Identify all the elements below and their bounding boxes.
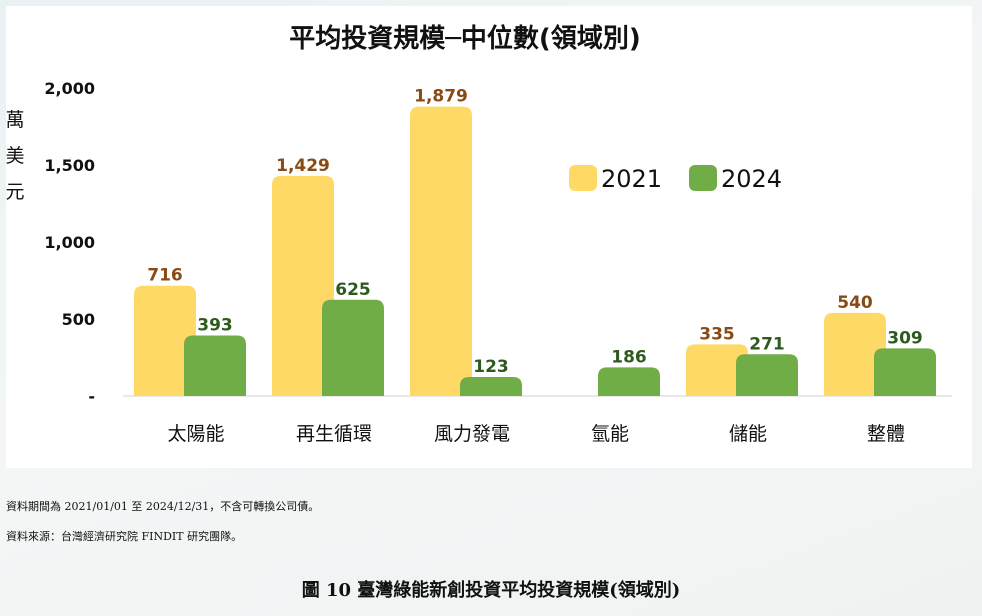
bar-2024 (874, 348, 936, 396)
y-axis-unit-char: 美 (6, 145, 25, 167)
y-axis-unit-char: 萬 (6, 109, 25, 131)
x-tick-label: 再生循環 (296, 423, 372, 445)
data-label-2024: 186 (611, 347, 647, 367)
data-label-2024: 123 (473, 357, 509, 377)
data-label-2021: 1,429 (276, 156, 330, 176)
data-label-2021: 716 (147, 266, 183, 286)
data-period-note: 資料期間為 2021/01/01 至 2024/12/31，不含可轉換公司債。 (6, 500, 320, 513)
legend-swatch-2024 (689, 165, 717, 191)
bar-2021 (686, 344, 748, 396)
bar-2024 (184, 335, 246, 396)
y-axis-unit-char: 元 (6, 181, 25, 203)
x-tick-label: 氫能 (591, 423, 629, 445)
x-tick-label: 太陽能 (167, 423, 224, 445)
y-tick-label: 1,500 (44, 156, 95, 175)
y-tick-label: 1,000 (44, 233, 95, 252)
data-label-2021: 335 (699, 324, 735, 344)
data-label-2024: 309 (887, 328, 923, 348)
bar-2024 (598, 367, 660, 396)
data-label-2024: 625 (335, 280, 371, 300)
bar-chart: 平均投資規模─中位數(領域別) 萬美元 - 500 1,000 1,500 2,000 716… (6, 23, 952, 445)
bar-2024 (460, 377, 522, 396)
x-tick-label: 風力發電 (434, 423, 510, 445)
bar-2024 (322, 299, 384, 396)
bar-2021 (824, 312, 886, 396)
figure-caption: 圖 10 臺灣綠能新創投資平均投資規模(領域別) (301, 580, 681, 601)
bar-2021 (272, 175, 334, 396)
legend-label-2024: 2024 (721, 165, 782, 193)
bar-2021 (410, 106, 472, 396)
chart-title: 平均投資規模─中位數(領域別) (289, 23, 640, 54)
x-tick-label: 整體 (867, 423, 905, 445)
legend-swatch-2021 (569, 165, 597, 191)
bar-2024 (736, 354, 798, 396)
y-tick-label: 500 (62, 310, 95, 329)
y-tick-label: - (88, 387, 95, 406)
data-source-note: 資料來源：台灣經濟研究院 FINDIT 研究團隊。 (6, 530, 243, 543)
x-tick-label: 儲能 (729, 423, 767, 445)
data-label-2021: 540 (837, 293, 873, 313)
y-tick-label: 2,000 (44, 79, 95, 98)
data-label-2021: 1,879 (414, 87, 468, 107)
data-label-2024: 271 (749, 334, 785, 354)
chart-panel: 平均投資規模─中位數(領域別) 萬美元 - 500 1,000 1,500 2,000 716… (6, 6, 972, 468)
data-label-2024: 393 (197, 315, 233, 335)
legend-label-2021: 2021 (601, 165, 662, 193)
bar-2021 (134, 285, 196, 396)
